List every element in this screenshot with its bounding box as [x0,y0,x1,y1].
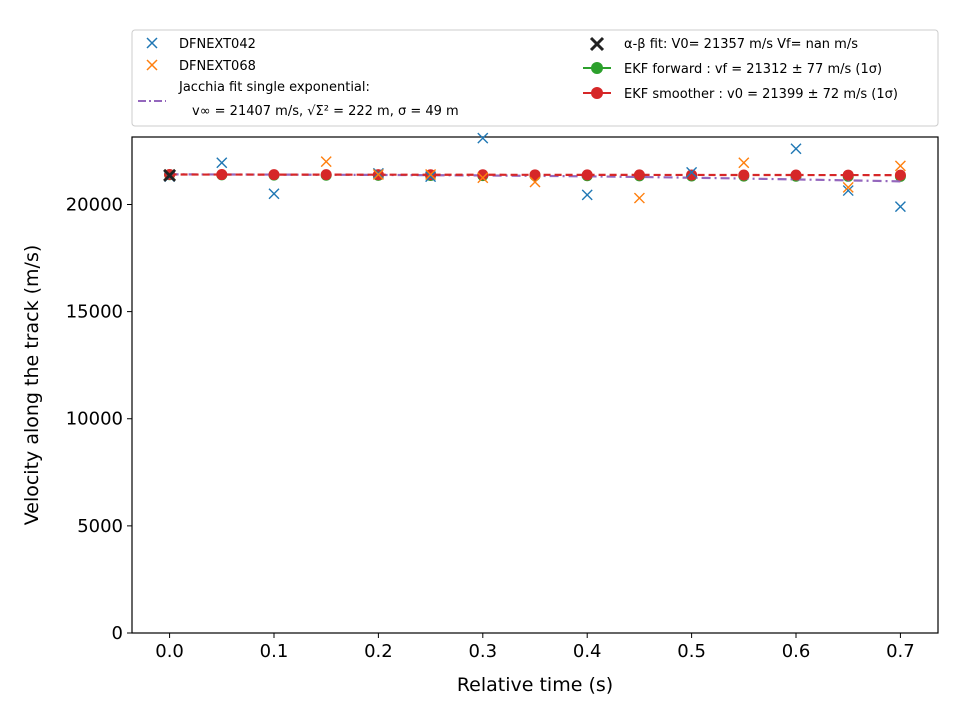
x-axis-label: Relative time (s) [457,674,613,696]
ekf-smoother-point [216,169,228,181]
ekf-smoother-point [738,169,750,181]
ekf-smoother-point [633,169,645,181]
dfnext042-point [216,157,228,169]
legend-marker-ekf-smoother [583,87,611,99]
x-tick-label: 0.2 [364,641,393,662]
dfnext068-point [529,176,541,188]
chart-marks [163,132,906,213]
x-tick-label: 0.3 [468,641,497,662]
x-tick-label: 0.5 [677,641,706,662]
y-axis-label: Velocity along the track (m/s) [21,245,43,526]
dfnext068-point [477,172,489,184]
dfnext068-point [320,156,332,168]
dfnext042-point [372,167,384,179]
legend-label-dfnext068: DFNEXT068 [179,59,256,74]
ekf-smoother-point [477,169,489,181]
plot-area [131,136,939,634]
dfnext042-point [425,171,437,183]
legend-box [131,29,939,127]
legend-label-dfnext042: DFNEXT042 [179,37,256,52]
dfnext068-point [842,181,854,193]
x-tick-label: 0.6 [782,641,811,662]
legend-label-jacchia-line1: Jacchia fit single exponential: [178,80,370,95]
legend-marker-dfnext042 [146,37,158,49]
dfnext068-point [633,192,645,204]
dfnext042-point [581,189,593,201]
dfnext068-point [738,157,750,169]
legend-label-ekf-smoother: EKF smoother : v0 = 21399 ± 72 m/s (1σ) [624,87,898,102]
dfnext042-point [842,185,854,197]
dfnext042-point [894,201,906,213]
ekf-smoother-point [529,169,541,181]
legend-marker-ekf-forward [583,62,611,74]
dfnext068-point [425,168,437,180]
legend: DFNEXT042 DFNEXT068 Jacchia fit single e… [131,29,939,127]
ekf-smoother-point [268,169,280,181]
dfnext068-point [372,168,384,180]
ekf-smoother-point [581,169,593,181]
legend-label-ekf-forward: EKF forward : vf = 21312 ± 77 m/s (1σ) [624,62,882,77]
y-tick-label: 5000 [77,516,123,537]
alpha-beta-point [163,168,177,182]
x-axis: 0.0 0.1 0.2 0.3 0.4 0.5 0.6 0.7 [155,633,915,662]
dfnext042-point [790,143,802,155]
x-tick-label: 0.7 [886,641,915,662]
y-tick-label: 20000 [66,194,123,215]
x-tick-label: 0.0 [155,641,184,662]
y-tick-label: 10000 [66,409,123,430]
dfnext068-point [894,160,906,172]
ekf-smoother-point [790,169,802,181]
ekf-smoother-point [894,169,906,181]
y-tick-label: 0 [112,623,123,644]
x-tick-label: 0.4 [573,641,602,662]
y-axis: 0 5000 10000 15000 20000 [66,194,132,644]
ekf-smoother-point [320,169,332,181]
legend-marker-dfnext068 [146,59,158,71]
ekf-smoother-point [842,169,854,181]
legend-marker-alpha-beta [589,36,605,52]
dfnext042-point [477,132,489,144]
legend-label-jacchia-line2: v∞ = 21407 m/s, √Σ² = 222 m, σ = 49 m [192,104,459,119]
ekf-smoother-point [686,169,698,181]
dfnext042-point [268,188,280,200]
dfnext042-point [686,166,698,178]
legend-label-alpha-beta: α-β fit: V0= 21357 m/s Vf= nan m/s [624,37,858,52]
x-tick-label: 0.1 [260,641,289,662]
y-tick-label: 15000 [66,302,123,323]
